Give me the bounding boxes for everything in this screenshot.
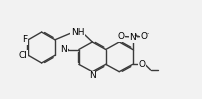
Text: O: O [140, 32, 147, 41]
Text: O: O [139, 60, 146, 69]
Text: NH: NH [71, 28, 84, 37]
Text: N: N [60, 45, 67, 54]
Text: O: O [117, 32, 124, 41]
Text: +: + [134, 33, 139, 38]
Text: Cl: Cl [18, 51, 27, 60]
Text: N: N [89, 71, 96, 80]
Text: N: N [129, 33, 136, 42]
Text: -: - [146, 32, 149, 37]
Text: F: F [22, 35, 27, 44]
